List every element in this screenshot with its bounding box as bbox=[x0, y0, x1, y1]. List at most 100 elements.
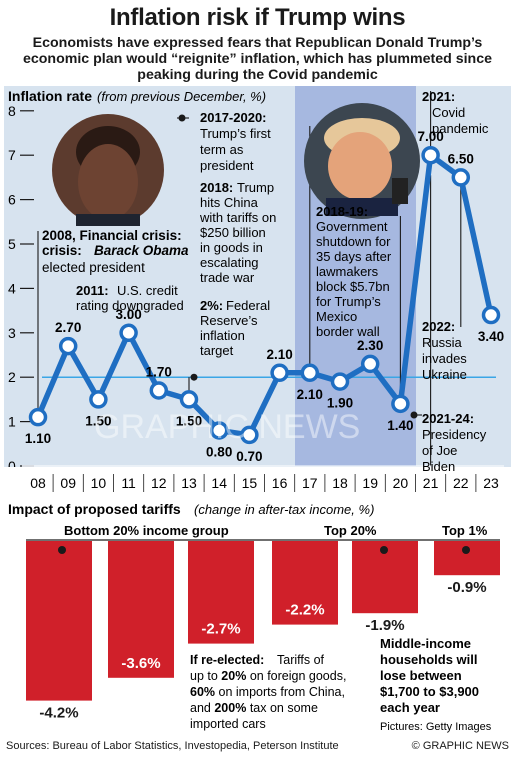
svg-text:pandemic: pandemic bbox=[432, 121, 489, 136]
svg-text:35 days after: 35 days after bbox=[316, 249, 392, 264]
svg-text:2018:: 2018: bbox=[200, 180, 233, 195]
svg-text:2008, Financial crisis:: 2008, Financial crisis: bbox=[42, 228, 182, 243]
value-label-22: 6.50 bbox=[448, 151, 474, 166]
inflation-point-15 bbox=[240, 425, 259, 445]
svg-text:Government: Government bbox=[316, 219, 388, 234]
middle-income-note: Middle-income households will lose betwe… bbox=[380, 636, 479, 715]
annotation-2008: 2008, Financial crisis: Barack Obama ele… bbox=[42, 228, 189, 275]
inflation-point-10 bbox=[89, 390, 108, 409]
svg-text:elected president: elected president bbox=[42, 260, 145, 275]
value-label-21: 7.00 bbox=[417, 129, 443, 144]
svg-text:for Trump’s: for Trump’s bbox=[316, 294, 381, 309]
svg-text:Russia: Russia bbox=[422, 335, 463, 350]
svg-text:trade war: trade war bbox=[200, 270, 255, 285]
value-label-17: 2.10 bbox=[297, 387, 323, 402]
annotation-2011: 2011: U.S. credit rating downgraded bbox=[76, 283, 184, 313]
inflation-point-16 bbox=[270, 363, 289, 383]
tariff-bar-labels: -4.2% -3.6% -2.7% -2.2% -1.9% -0.9% bbox=[39, 579, 486, 721]
tariff-bar-2 bbox=[108, 541, 174, 678]
y-tick-label: 6 bbox=[8, 192, 16, 208]
inflation-point-09 bbox=[58, 336, 78, 356]
x-tick-label: 10 bbox=[91, 475, 107, 491]
inflation-points bbox=[28, 145, 501, 445]
svg-text:2022:: 2022: bbox=[422, 319, 455, 334]
tariff-bar-label-4: -2.2% bbox=[285, 602, 324, 619]
annotation-2018: 2018: Trump hits China with tariffs on $… bbox=[199, 180, 276, 285]
inflation-point-18 bbox=[330, 372, 350, 391]
svg-text:Federal: Federal bbox=[226, 298, 270, 313]
pictures-credit: Pictures: Getty Images bbox=[380, 721, 492, 733]
tariff-bar-3 bbox=[188, 541, 254, 644]
x-axis-band bbox=[4, 467, 511, 498]
svg-text:lawmakers: lawmakers bbox=[316, 264, 379, 279]
svg-text:Reserve’s: Reserve’s bbox=[200, 313, 258, 328]
tariff-chart-note: (change in after-tax income, %) bbox=[194, 502, 374, 517]
value-label-18: 1.90 bbox=[327, 396, 353, 411]
svg-text:rating downgraded: rating downgraded bbox=[76, 298, 184, 313]
svg-text:Mexico: Mexico bbox=[316, 309, 357, 324]
x-axis: 08 09 10 11 12 13 14 15 16 17 18 19 20 21 22 23 bbox=[4, 465, 511, 498]
inflation-chart-note: (from previous December, %) bbox=[97, 89, 266, 104]
inflation-point-23 bbox=[481, 305, 501, 325]
x-tick-label: 12 bbox=[151, 475, 167, 491]
value-label-11: 3.00 bbox=[115, 307, 141, 322]
y-tick-label: 5 bbox=[8, 236, 16, 252]
svg-text:term as: term as bbox=[200, 142, 244, 157]
inflation-series-line bbox=[35, 152, 494, 438]
marker-top20 bbox=[380, 546, 388, 554]
inflation-point-14 bbox=[209, 421, 229, 440]
svg-text:households will: households will bbox=[380, 652, 478, 667]
value-label-16: 2.10 bbox=[266, 347, 292, 362]
tariff-bar-1 bbox=[26, 541, 92, 701]
svg-text:Barack Obama: Barack Obama bbox=[94, 243, 189, 258]
svg-text:2011:: 2011: bbox=[76, 283, 109, 298]
x-tick-label: 23 bbox=[483, 475, 499, 491]
tariff-bar-label-3: -2.7% bbox=[201, 621, 240, 638]
annotation-dot bbox=[190, 373, 198, 381]
svg-text:escalating: escalating bbox=[200, 255, 259, 270]
x-tick-label: 20 bbox=[393, 475, 409, 491]
svg-text:and 200% tax on some: and 200% tax on some bbox=[190, 701, 318, 715]
svg-text:2017-2020:: 2017-2020: bbox=[200, 110, 267, 125]
x-tick-label: 17 bbox=[302, 475, 318, 491]
value-label-19: 2.30 bbox=[357, 338, 383, 353]
inflation-point-17 bbox=[300, 363, 320, 383]
svg-text:Presidency: Presidency bbox=[422, 427, 487, 442]
value-label-09: 2.70 bbox=[55, 320, 81, 335]
svg-text:target: target bbox=[200, 343, 234, 358]
y-tick-label: 4 bbox=[8, 280, 16, 296]
x-tick-label: 13 bbox=[181, 475, 197, 491]
inflation-point-08 bbox=[28, 407, 48, 427]
svg-text:2021-24:: 2021-24: bbox=[422, 411, 474, 426]
value-label-15: 0.70 bbox=[236, 449, 262, 464]
value-label-14: 0.80 bbox=[206, 444, 232, 459]
value-label-20: 1.40 bbox=[387, 418, 413, 433]
tariff-bar-4 bbox=[272, 541, 338, 625]
annotation-2008-crisis: crisis: bbox=[42, 243, 82, 258]
tariff-impact-chart: Impact of proposed tariffs (change in af… bbox=[4, 500, 511, 736]
value-label-08: 1.10 bbox=[25, 431, 51, 446]
tariff-chart-title: Impact of proposed tariffs bbox=[8, 501, 181, 517]
svg-text:up to 20% on foreign goods,: up to 20% on foreign goods, bbox=[190, 669, 346, 683]
annotation-2017: 2017-2020: Trump’s first term as preside… bbox=[200, 110, 271, 173]
page-title: Inflation risk if Trump wins bbox=[109, 4, 406, 31]
x-tick-label: 21 bbox=[423, 475, 439, 491]
tariff-bar-label-5: -1.9% bbox=[365, 617, 404, 634]
x-tick-label: 22 bbox=[453, 475, 469, 491]
inflation-point-19 bbox=[360, 354, 380, 374]
svg-text:Trump: Trump bbox=[237, 180, 274, 195]
trump-photo bbox=[304, 103, 420, 219]
y-tick-label: 0 bbox=[8, 458, 16, 474]
group-label-top20: Top 20% bbox=[324, 523, 377, 538]
x-tick-label: 18 bbox=[332, 475, 348, 491]
y-tick-label: 8 bbox=[8, 103, 16, 119]
svg-text:border wall: border wall bbox=[316, 324, 380, 339]
y-tick-label: 2 bbox=[8, 369, 16, 385]
marker-bottom bbox=[58, 546, 66, 554]
x-tick-label: 16 bbox=[272, 475, 288, 491]
sources-footer: Sources: Bureau of Labor Statistics, Inv… bbox=[6, 740, 339, 752]
svg-text:imported cars: imported cars bbox=[190, 717, 266, 731]
annotation-2021-24: 2021-24: Presidency of Joe Biden bbox=[422, 411, 487, 474]
tariff-bar-label-6: -0.9% bbox=[447, 579, 486, 596]
svg-text:shutdown for: shutdown for bbox=[316, 234, 391, 249]
